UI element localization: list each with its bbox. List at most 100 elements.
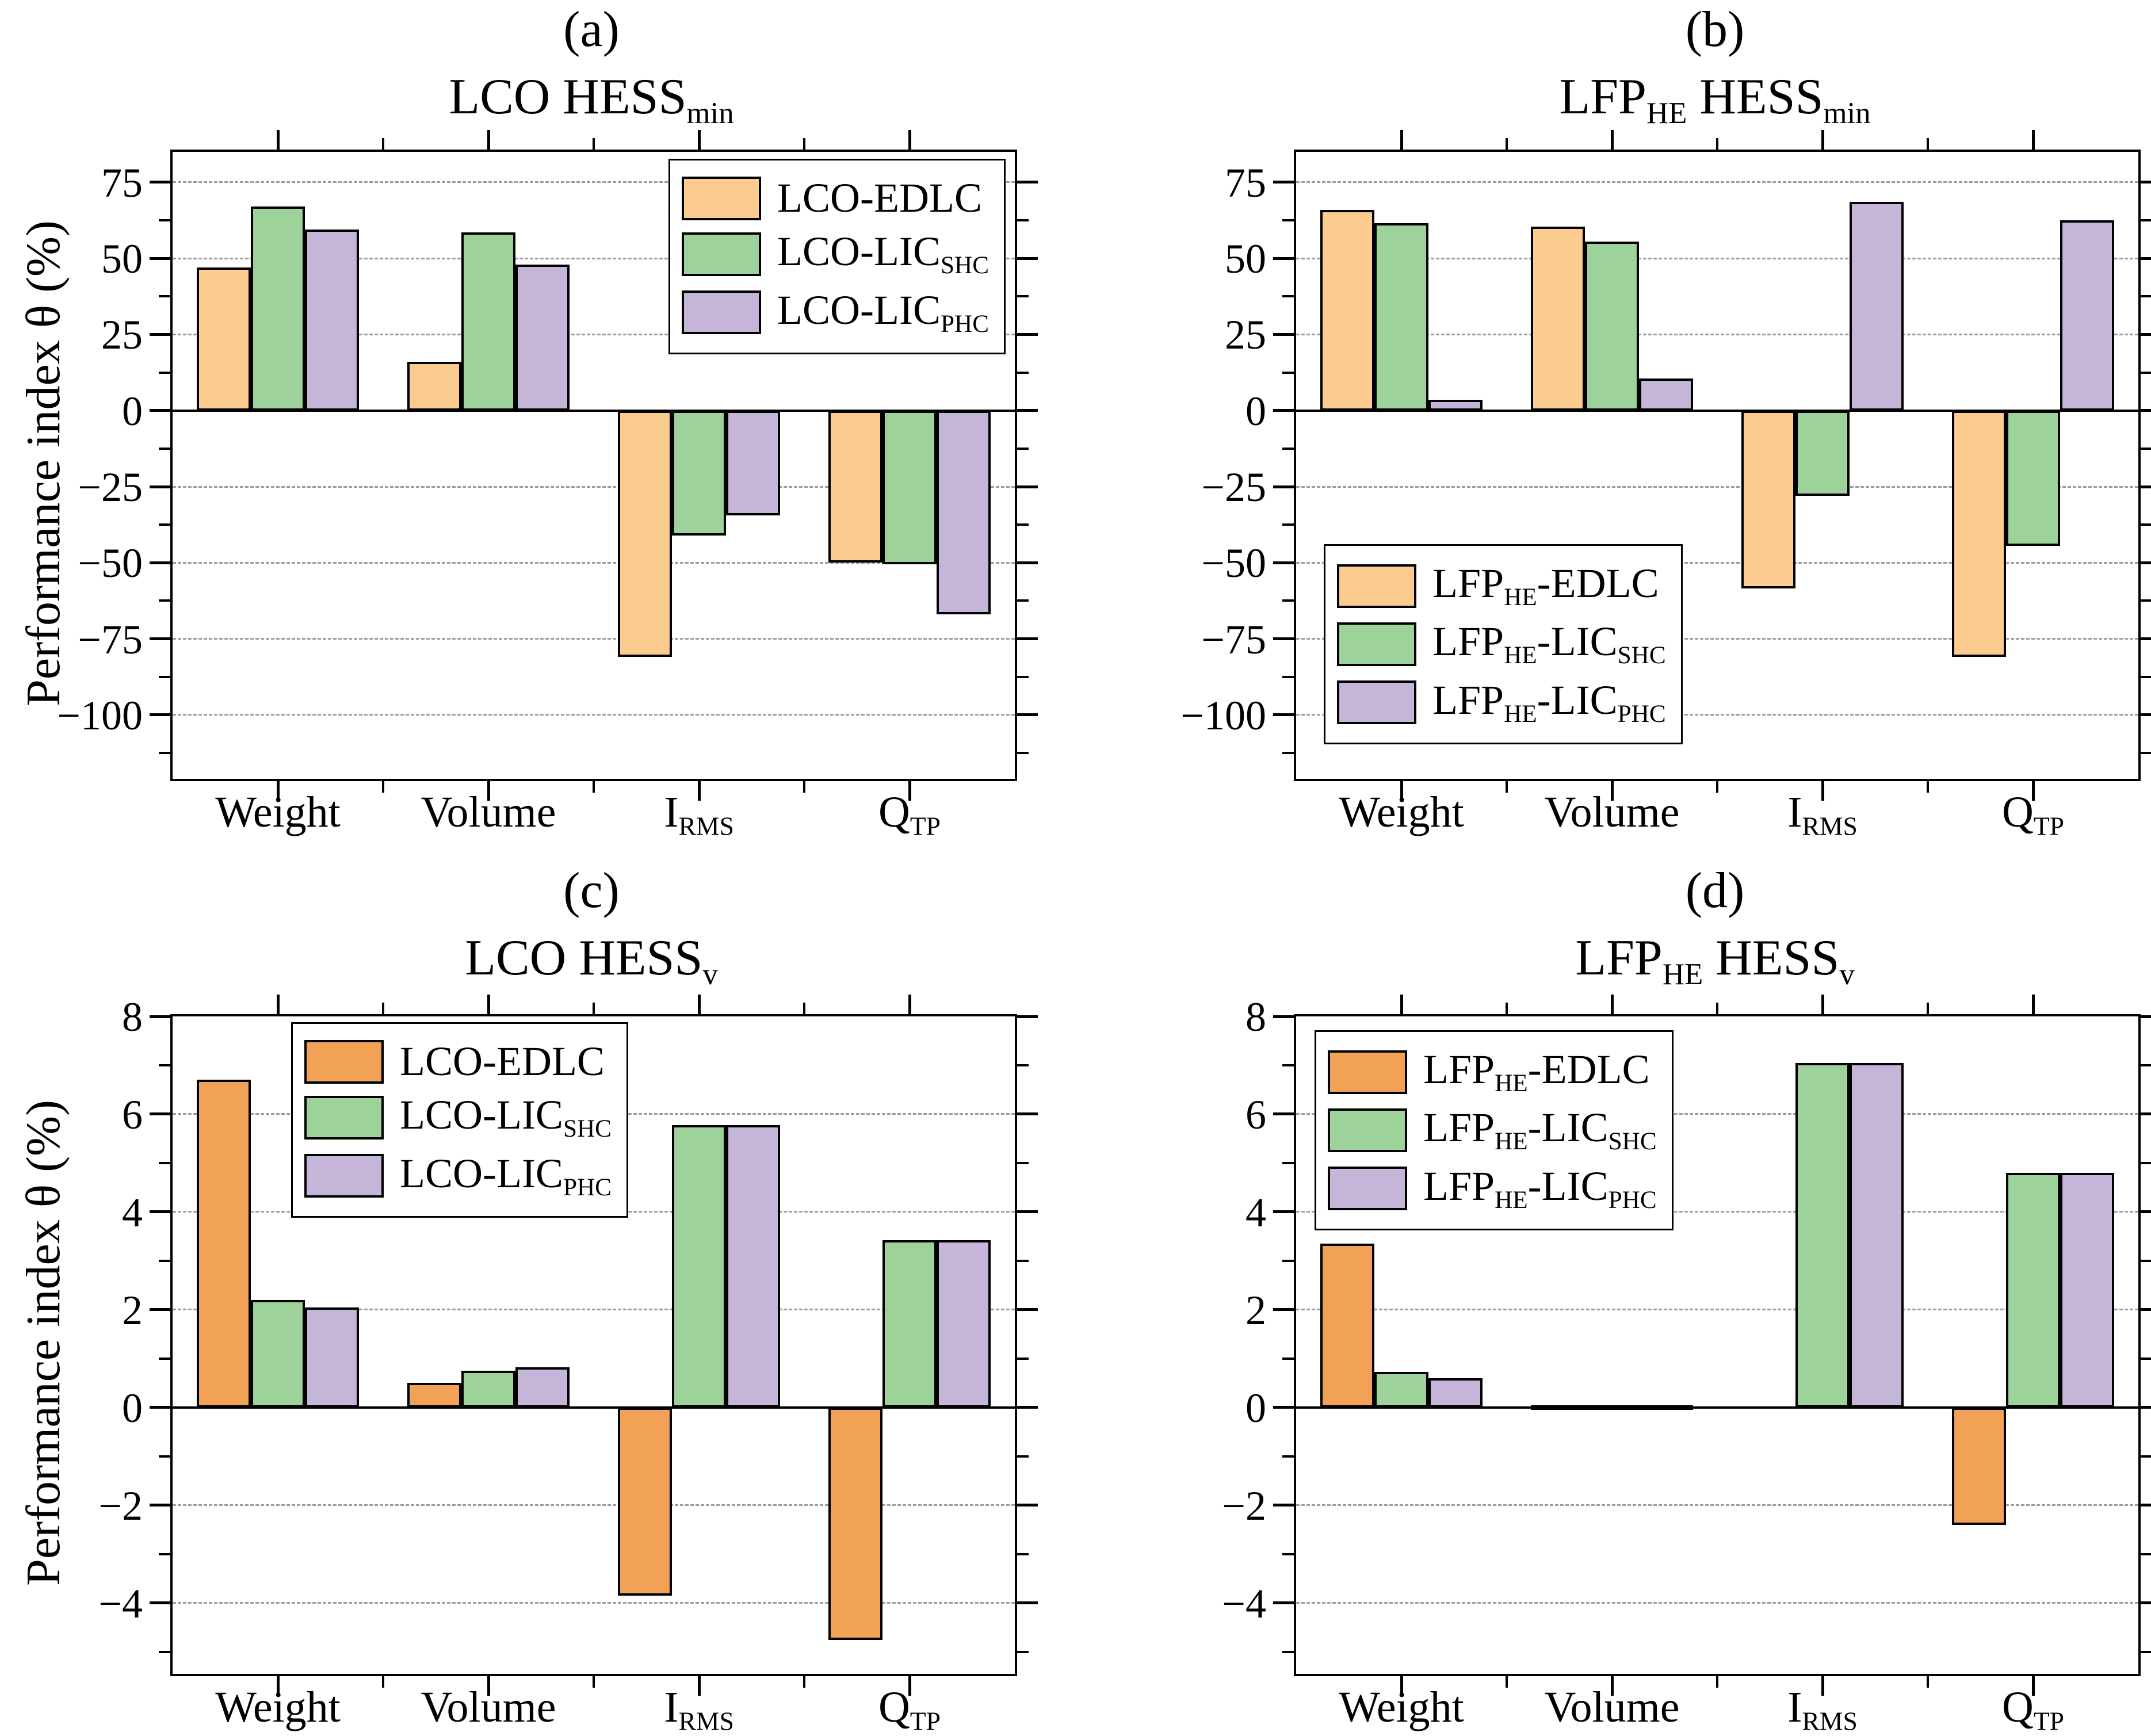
x-minor-tick-bottom xyxy=(1716,1676,1718,1688)
bar-weight-series2 xyxy=(251,207,305,411)
y-tick-label: −25 xyxy=(1201,464,1266,511)
y-major-tick-right xyxy=(1017,1015,1038,1018)
subscript: v xyxy=(1839,957,1855,991)
category-label-i_rms: IRMS xyxy=(572,790,826,839)
legend-label: LFPHE-EDLC xyxy=(1423,1046,1650,1097)
y-minor-tick-right xyxy=(2141,523,2151,526)
legend-entry: LFPHE-EDLC xyxy=(1328,1046,1657,1097)
y-minor-tick-right xyxy=(2141,371,2151,374)
zero-axis-line xyxy=(173,409,1015,412)
y-major-tick-left xyxy=(150,637,170,641)
text-segment: -EDLC xyxy=(1527,1046,1650,1092)
y-tick-label: −4 xyxy=(98,1580,143,1627)
bar-q_tp-series1 xyxy=(1952,410,2006,657)
subscript: RMS xyxy=(1802,811,1858,841)
gridline-y--25 xyxy=(1296,485,2138,488)
text-segment: LFP xyxy=(1432,618,1504,665)
y-minor-tick-right xyxy=(2141,1553,2151,1555)
gridline-y-4 xyxy=(1296,1211,2138,1213)
bar-q_tp-series2 xyxy=(2006,410,2060,546)
gridline-y-6 xyxy=(1296,1113,2138,1115)
panel-letter: (c) xyxy=(563,863,620,919)
y-major-tick-left xyxy=(1273,332,1294,336)
y-minor-tick-left xyxy=(1282,1161,1294,1164)
x-major-tick-top xyxy=(276,995,280,1014)
y-major-tick-right xyxy=(1017,561,1038,564)
y-minor-tick-right xyxy=(2141,752,2151,755)
bar-q_tp-series1 xyxy=(828,1407,882,1640)
bar-volume-series3 xyxy=(515,1367,570,1408)
x-major-tick-top xyxy=(908,130,911,150)
y-minor-tick-left xyxy=(1282,295,1294,298)
y-minor-tick-right xyxy=(1017,523,1029,526)
y-minor-tick-left xyxy=(1282,1553,1294,1555)
bar-i_rms-series2 xyxy=(1795,410,1850,496)
y-minor-tick-right xyxy=(1017,447,1029,450)
text-segment: HESS xyxy=(1703,930,1840,986)
text-segment: Q xyxy=(2001,1683,2034,1731)
y-tick-label: −75 xyxy=(1201,616,1266,663)
text-segment: LFP xyxy=(1432,560,1504,607)
x-major-tick-bottom xyxy=(908,781,911,801)
y-major-tick-right xyxy=(2141,561,2151,564)
legend-swatch xyxy=(304,1039,384,1084)
subscript: min xyxy=(686,96,734,130)
category-label-q_tp: QTP xyxy=(783,790,1036,839)
bar-weight-series1 xyxy=(1320,209,1374,411)
x-minor-tick-top xyxy=(382,138,384,150)
y-minor-tick-right xyxy=(1017,1553,1029,1555)
y-minor-tick-right xyxy=(1017,1259,1029,1262)
x-major-tick-bottom xyxy=(1610,781,1614,801)
subscript: HE xyxy=(1662,957,1703,991)
x-major-tick-bottom xyxy=(1400,1676,1403,1696)
y-minor-tick-right xyxy=(2141,447,2151,450)
y-tick-label: 0 xyxy=(122,388,143,434)
subscript: TP xyxy=(910,811,941,841)
x-major-tick-top xyxy=(1821,130,1824,150)
bar-volume-series2 xyxy=(461,232,515,411)
text-segment: LCO-EDLC xyxy=(400,1038,605,1084)
x-minor-tick-bottom xyxy=(593,781,595,793)
plot-area: 8 6 4 2 0 −2 −4 Weight Volume IRMS QTP LCO-EDLC LCO-… xyxy=(98,995,1038,1734)
y-major-tick-right xyxy=(2141,257,2151,260)
y-tick-label: 0 xyxy=(122,1385,143,1431)
bar-q_tp-series3 xyxy=(937,1240,991,1408)
plot-area: 75 50 25 0 −25 −50 −75 −100 Weight Volume IRMS QTP L… xyxy=(1180,130,2151,839)
bar-q_tp-series1 xyxy=(1952,1407,2006,1525)
text-segment: Q xyxy=(878,1683,910,1731)
y-major-tick-right xyxy=(2141,1210,2151,1214)
y-tick-label: −2 xyxy=(98,1482,143,1529)
y-major-tick-right xyxy=(2141,1015,2151,1018)
legend-entry: LCO-LICSHC xyxy=(682,229,989,279)
x-minor-tick-bottom xyxy=(1506,781,1508,793)
y-minor-tick-left xyxy=(159,675,170,678)
y-minor-tick-left xyxy=(1282,371,1294,374)
gridline-y--2 xyxy=(1296,1504,2138,1506)
y-minor-tick-right xyxy=(2141,599,2151,602)
bar-q_tp-series3 xyxy=(2060,1172,2114,1408)
text-segment: LCO-LIC xyxy=(400,1150,563,1196)
legend-entry: LFPHE-LICPHC xyxy=(1328,1163,1657,1214)
legend-swatch xyxy=(682,290,762,335)
y-minor-tick-left xyxy=(159,219,170,222)
x-minor-tick-bottom xyxy=(593,1676,595,1688)
text-segment: -LIC xyxy=(1537,676,1618,723)
y-major-tick-right xyxy=(1017,713,1038,717)
text-segment: -LIC xyxy=(1537,618,1618,665)
y-major-tick-right xyxy=(1017,637,1038,641)
x-major-tick-top xyxy=(1610,995,1614,1014)
gridline-y-25 xyxy=(1296,333,2138,335)
y-major-tick-left xyxy=(150,409,170,412)
bar-q_tp-series2 xyxy=(2006,1172,2060,1408)
bar-i_rms-series2 xyxy=(672,410,726,536)
y-minor-tick-right xyxy=(2141,1064,2151,1066)
y-minor-tick-right xyxy=(2141,1650,2151,1653)
y-minor-tick-right xyxy=(1017,371,1029,374)
y-major-tick-left xyxy=(1273,1504,1294,1507)
x-major-tick-bottom xyxy=(697,781,701,801)
legend-label: LCO-EDLC xyxy=(400,1038,605,1084)
panel-title: LCO HESSv xyxy=(170,929,1013,992)
panel-title: LFPHE HESSmin xyxy=(1294,68,2136,131)
y-minor-tick-left xyxy=(159,1553,170,1555)
y-major-tick-left xyxy=(150,1015,170,1018)
